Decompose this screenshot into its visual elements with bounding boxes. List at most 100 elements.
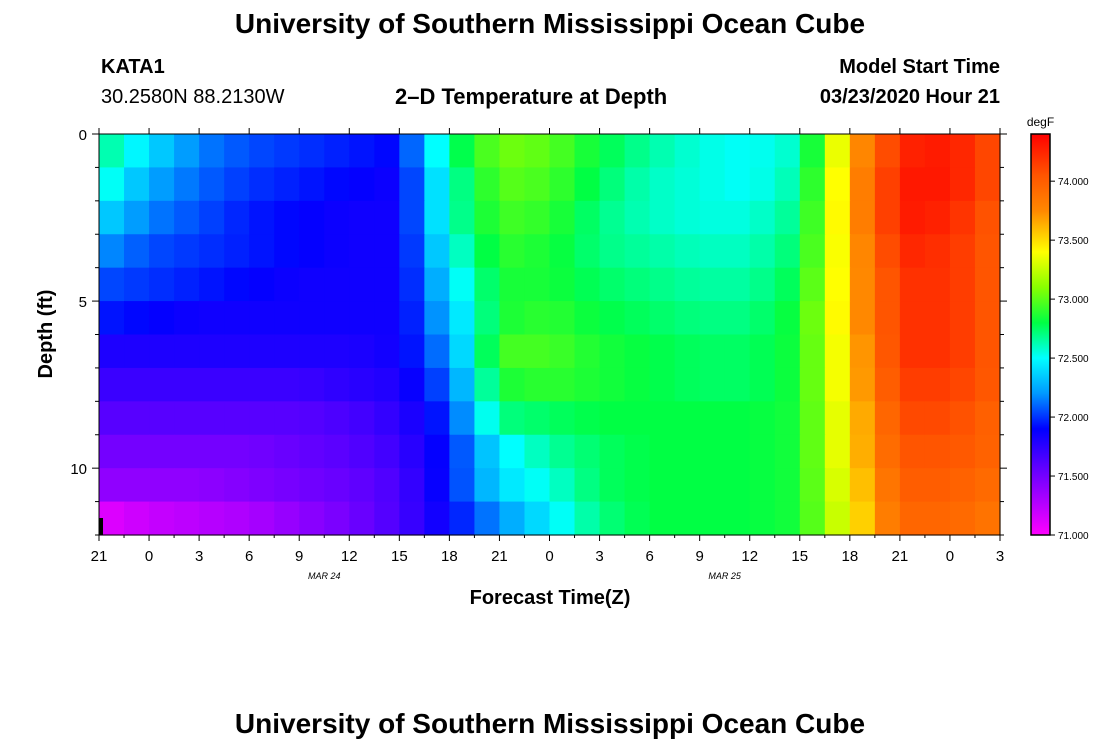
heatmap-cell bbox=[974, 434, 1001, 469]
heatmap-cell bbox=[624, 167, 651, 202]
heatmap-cell bbox=[949, 167, 976, 202]
heatmap-cell bbox=[549, 501, 576, 536]
x-tick-label: 0 bbox=[946, 548, 954, 565]
heatmap-cell bbox=[424, 200, 450, 235]
heatmap-cell bbox=[174, 167, 200, 202]
x-tick-label: 3 bbox=[195, 548, 203, 565]
heatmap-cell bbox=[349, 134, 375, 169]
heatmap-cell bbox=[674, 234, 701, 269]
heatmap-cell bbox=[849, 367, 876, 402]
x-tick-label: 3 bbox=[996, 548, 1004, 565]
heatmap-cell bbox=[274, 267, 300, 302]
x-tick-label: 6 bbox=[645, 548, 653, 565]
heatmap-cell bbox=[849, 334, 876, 369]
heatmap-cell bbox=[349, 367, 375, 402]
heatmap-cell bbox=[624, 200, 651, 235]
heatmap-cell bbox=[449, 334, 476, 369]
heatmap-cell bbox=[149, 234, 175, 269]
heatmap-cell bbox=[349, 401, 375, 436]
heatmap-cell bbox=[124, 267, 150, 302]
heatmap-cell bbox=[474, 501, 501, 536]
heatmap-cell bbox=[174, 234, 200, 269]
heatmap-cell bbox=[124, 134, 150, 169]
heatmap-cell bbox=[274, 501, 300, 536]
heatmap-cell bbox=[799, 234, 826, 269]
heatmap-cell bbox=[574, 501, 601, 536]
heatmap-cell bbox=[374, 334, 400, 369]
heatmap-cell bbox=[199, 234, 225, 269]
heatmap-cell bbox=[424, 267, 450, 302]
heatmap-cell bbox=[724, 301, 751, 336]
heatmap-cell bbox=[974, 334, 1001, 369]
heatmap-cell bbox=[299, 434, 325, 469]
heatmap-cell bbox=[924, 134, 951, 169]
heatmap-cell bbox=[424, 434, 450, 469]
heatmap-cell bbox=[549, 301, 576, 336]
heatmap-cell bbox=[774, 501, 801, 536]
plot-title: 2–D Temperature at Depth bbox=[395, 84, 668, 109]
heatmap-cell bbox=[99, 301, 125, 336]
heatmap-cell bbox=[424, 301, 450, 336]
x-tick-label: 15 bbox=[391, 548, 408, 565]
heatmap-cell bbox=[949, 134, 976, 169]
heatmap-cell bbox=[349, 200, 375, 235]
heatmap-cell bbox=[674, 468, 701, 503]
heatmap-cell bbox=[399, 167, 425, 202]
heatmap-cell bbox=[749, 401, 776, 436]
heatmap-cell bbox=[224, 134, 250, 169]
heatmap-cell bbox=[424, 134, 450, 169]
heatmap-cell bbox=[324, 267, 350, 302]
heatmap-cell bbox=[224, 334, 250, 369]
heatmap-cell bbox=[324, 200, 350, 235]
heatmap-cell bbox=[924, 267, 951, 302]
heatmap-cell bbox=[224, 468, 250, 503]
heatmap-cell bbox=[474, 234, 501, 269]
heatmap-cell bbox=[324, 134, 350, 169]
heatmap-cell bbox=[974, 401, 1001, 436]
heatmap-cell bbox=[699, 468, 726, 503]
heatmap-cell bbox=[624, 501, 651, 536]
heatmap-cell bbox=[499, 234, 526, 269]
heatmap-cell bbox=[99, 134, 125, 169]
heatmap-cell bbox=[474, 334, 501, 369]
heatmap-cell bbox=[299, 367, 325, 402]
heatmap-cell bbox=[549, 468, 576, 503]
heatmap-cell bbox=[699, 267, 726, 302]
heatmap-cell bbox=[899, 434, 926, 469]
heatmap-cell bbox=[249, 401, 275, 436]
heatmap-cell bbox=[474, 267, 501, 302]
heatmap-cell bbox=[874, 501, 901, 536]
heatmap-cell bbox=[124, 501, 150, 536]
heatmap-cell bbox=[574, 167, 601, 202]
heatmap-cell bbox=[849, 267, 876, 302]
heatmap-cell bbox=[874, 434, 901, 469]
heatmap-cell bbox=[624, 301, 651, 336]
heatmap-cell bbox=[674, 134, 701, 169]
heatmap-cell bbox=[424, 334, 450, 369]
heatmap-cell bbox=[399, 401, 425, 436]
heatmap-cell bbox=[549, 434, 576, 469]
heatmap-cell bbox=[649, 367, 676, 402]
heatmap-cell bbox=[99, 167, 125, 202]
heatmap-cell bbox=[474, 134, 501, 169]
heatmap-cell bbox=[224, 301, 250, 336]
heatmap-cell bbox=[449, 367, 476, 402]
x-tick-label: 9 bbox=[695, 548, 703, 565]
heatmap-cell bbox=[899, 334, 926, 369]
heatmap-cell bbox=[749, 301, 776, 336]
heatmap-cell bbox=[424, 167, 450, 202]
heatmap-cell bbox=[299, 267, 325, 302]
heatmap-cell bbox=[149, 434, 175, 469]
heatmap-cell bbox=[399, 334, 425, 369]
heatmap-cell bbox=[574, 134, 601, 169]
heatmap-cell bbox=[149, 334, 175, 369]
heatmap-cell bbox=[974, 134, 1001, 169]
heatmap-cell bbox=[399, 367, 425, 402]
heatmap-cell bbox=[249, 334, 275, 369]
heatmap-cell bbox=[499, 334, 526, 369]
heatmap-cell bbox=[874, 334, 901, 369]
heatmap-cell bbox=[99, 501, 125, 536]
chart-title: University of Southern Mississippi Ocean… bbox=[234, 8, 866, 39]
heatmap-cell bbox=[99, 234, 125, 269]
heatmap-cell bbox=[124, 434, 150, 469]
